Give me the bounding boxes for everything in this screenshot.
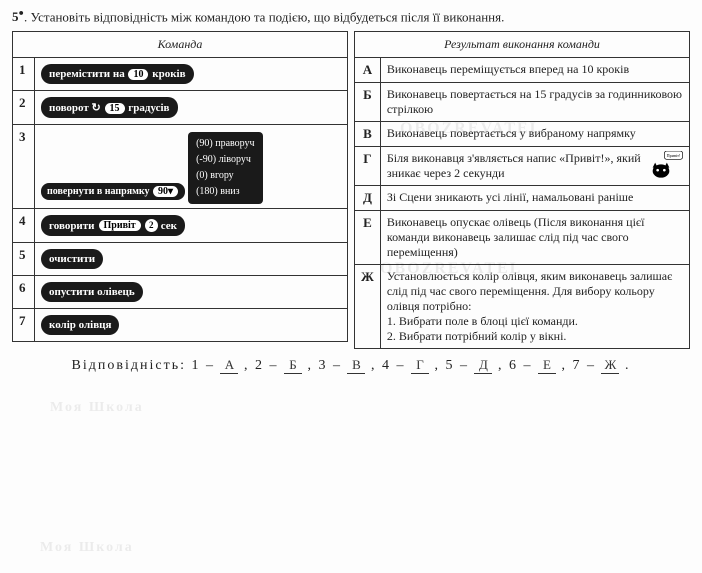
- result-text: Виконавець повертається на 15 градусів з…: [380, 83, 689, 122]
- commands-column: Команда 1 перемістити на 10 кроків 2 пов…: [12, 31, 348, 349]
- exercise-text: . Установіть відповідність між командою …: [24, 9, 504, 24]
- scratch-block: очистити: [41, 249, 103, 269]
- answer-pair: 6 – Е ,: [509, 358, 567, 373]
- block-text: повернути в напрямку: [47, 186, 150, 197]
- command-row: 7 колір олівця: [13, 309, 348, 342]
- command-cell: говорити Привіт 2 сек: [35, 209, 348, 243]
- answer-pair: 3 – В ,: [318, 358, 376, 373]
- scratch-block: перемістити на 10 кроків: [41, 64, 194, 84]
- row-letter: Г: [355, 147, 381, 186]
- block-text: градусів: [128, 102, 169, 114]
- command-cell: повернути в напрямку 90▾ (90) праворуч (…: [35, 125, 348, 209]
- cat-icon: Привіт!: [649, 151, 683, 181]
- result-cell: Привіт! Біля виконавця з'являється напис…: [380, 147, 689, 186]
- command-row: 6 опустити олівець: [13, 276, 348, 309]
- block-text: сек: [161, 220, 177, 232]
- commands-table: Команда 1 перемістити на 10 кроків 2 пов…: [12, 31, 348, 342]
- result-text: Виконавець переміщується вперед на 10 кр…: [380, 58, 689, 83]
- command-cell: очистити: [35, 243, 348, 276]
- block-text: поворот ↻: [49, 102, 101, 114]
- answer-pair: 2 – Б ,: [255, 358, 313, 373]
- command-row: 1 перемістити на 10 кроків: [13, 58, 348, 91]
- command-cell: колір олівця: [35, 309, 348, 342]
- answer-pair: 1 – А ,: [191, 358, 249, 373]
- block-pill: 90▾: [153, 186, 178, 197]
- row-letter: В: [355, 122, 381, 147]
- block-pill: 15: [105, 103, 125, 114]
- command-cell: опустити олівець: [35, 276, 348, 309]
- row-number: 5: [13, 243, 35, 276]
- svg-text:Привіт!: Привіт!: [667, 153, 681, 158]
- result-text: Установлюється колір олівця, яким викона…: [380, 265, 689, 349]
- scratch-block: поворот ↻ 15 градусів: [41, 97, 178, 118]
- scratch-block: говорити Привіт 2 сек: [41, 215, 185, 236]
- columns-wrapper: Команда 1 перемістити на 10 кроків 2 пов…: [12, 31, 690, 349]
- row-letter: Д: [355, 186, 381, 211]
- scratch-block: опустити олівець: [41, 282, 143, 302]
- row-number: 6: [13, 276, 35, 309]
- result-text: Виконавець опускає олівець (Після викона…: [380, 211, 689, 265]
- scratch-block: повернути в напрямку 90▾: [41, 183, 185, 200]
- exercise-prompt: 5●. Установіть відповідність між командо…: [12, 8, 690, 25]
- dropdown-option: (0) вгору: [196, 168, 255, 184]
- result-text: Біля виконавця з'являється напис «Привіт…: [387, 151, 641, 180]
- row-number: 2: [13, 91, 35, 125]
- dropdown-option: (90) праворуч: [196, 136, 255, 152]
- result-text: Зі Сцени зникають усі лінії, намальовані…: [380, 186, 689, 211]
- result-row: В Виконавець повертається у вибраному на…: [355, 122, 690, 147]
- row-letter: Ж: [355, 265, 381, 349]
- commands-header: Команда: [13, 32, 348, 58]
- row-number: 1: [13, 58, 35, 91]
- block-circle: 2: [145, 219, 158, 232]
- answer-line: Відповідність: 1 – А , 2 – Б , 3 – В , 4…: [12, 357, 690, 374]
- block-text: перемістити на: [49, 68, 125, 80]
- result-row: Ж Установлюється колір олівця, яким вико…: [355, 265, 690, 349]
- answer-pair: 4 – Г ,: [382, 358, 440, 373]
- answer-label: Відповідність:: [72, 358, 186, 373]
- result-row: А Виконавець переміщується вперед на 10 …: [355, 58, 690, 83]
- block-text: говорити: [49, 220, 95, 232]
- block-text: кроків: [152, 68, 185, 80]
- result-text: Виконавець повертається у вибраному напр…: [380, 122, 689, 147]
- scratch-block: колір олівця: [41, 315, 119, 335]
- watermark: Моя Школа: [40, 540, 134, 556]
- row-number: 3: [13, 125, 35, 209]
- block-pill: 10: [128, 69, 148, 80]
- results-column: Результат виконання команди А Виконавець…: [354, 31, 690, 349]
- result-row: Б Виконавець повертається на 15 градусів…: [355, 83, 690, 122]
- command-row: 3 повернути в напрямку 90▾ (90) праворуч…: [13, 125, 348, 209]
- command-cell: поворот ↻ 15 градусів: [35, 91, 348, 125]
- answer-pair: 7 – Ж .: [572, 358, 630, 373]
- row-number: 7: [13, 309, 35, 342]
- row-letter: Б: [355, 83, 381, 122]
- results-header: Результат виконання команди: [355, 32, 690, 58]
- watermark: Моя Школа: [50, 400, 144, 416]
- dropdown-menu: (90) праворуч (-90) ліворуч (0) вгору (1…: [188, 132, 263, 204]
- dropdown-option: (-90) ліворуч: [196, 152, 255, 168]
- result-row: Г Привіт! Біля виконавця з'являється нап…: [355, 147, 690, 186]
- row-letter: А: [355, 58, 381, 83]
- command-row: 4 говорити Привіт 2 сек: [13, 209, 348, 243]
- command-cell: перемістити на 10 кроків: [35, 58, 348, 91]
- command-row: 5 очистити: [13, 243, 348, 276]
- result-row: Д Зі Сцени зникають усі лінії, намальова…: [355, 186, 690, 211]
- command-row: 2 поворот ↻ 15 градусів: [13, 91, 348, 125]
- answer-pair: 5 – Д ,: [445, 358, 503, 373]
- result-row: Е Виконавець опускає олівець (Після вико…: [355, 211, 690, 265]
- results-table: Результат виконання команди А Виконавець…: [354, 31, 690, 349]
- block-pill: Привіт: [99, 220, 141, 231]
- row-number: 4: [13, 209, 35, 243]
- row-letter: Е: [355, 211, 381, 265]
- dropdown-option: (180) вниз: [196, 184, 255, 200]
